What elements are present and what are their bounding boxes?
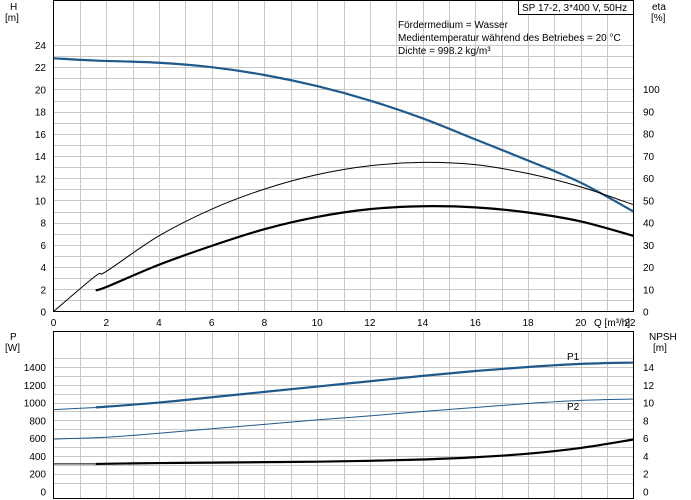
eta-tick-label: 20 [643, 263, 655, 274]
info-line-medium: Fördermedium = Wasser [398, 20, 509, 31]
upper-chart-grid [53, 0, 634, 312]
upper-series-3-line [53, 161, 634, 312]
npsh-tick-label: 14 [643, 363, 655, 374]
upper-series-2-line [95, 205, 634, 292]
lower-series-1-line [53, 406, 96, 411]
p-axis-label: P [10, 332, 17, 343]
p-tick-label: 1200 [24, 381, 47, 392]
eta-tick-label: 10 [643, 285, 655, 296]
p-tick-label: 1000 [24, 399, 47, 410]
eta-tick-label: 30 [643, 241, 655, 252]
h-axis-unit: [m] [5, 13, 19, 24]
eta-tick-label: 90 [643, 107, 655, 118]
eta-tick-label: 70 [643, 152, 655, 163]
x-tick-label: 8 [262, 318, 268, 329]
npsh-tick-label: 6 [643, 434, 649, 445]
h-tick-label: 16 [35, 130, 47, 141]
p-tick-label: 600 [29, 434, 46, 445]
lower-chart-grid [53, 331, 634, 499]
x-tick-label: 4 [156, 318, 162, 329]
h-tick-label: 0 [40, 308, 46, 319]
eta-tick-label: 60 [643, 174, 655, 185]
product-title: SP 17-2, 3*400 V, 50Hz [522, 3, 627, 14]
h-tick-label: 10 [35, 196, 47, 207]
tick-labels: 0 2 4 6 8 10 12 14 16 18 20 22024681012141618202224… [24, 41, 660, 499]
eta-axis-label: eta [652, 2, 666, 13]
npsh-axis-unit: [m] [653, 343, 667, 354]
h-tick-label: 6 [40, 241, 46, 252]
h-tick-label: 12 [35, 174, 47, 185]
eta-axis-unit: [%] [651, 13, 666, 24]
eta-tick-label: 0 [643, 308, 649, 319]
h-tick-label: 8 [40, 219, 46, 230]
h-tick-label: 4 [40, 263, 46, 274]
x-tick-label: 12 [364, 318, 376, 329]
npsh-tick-label: 4 [643, 452, 649, 463]
p-tick-label: 800 [29, 416, 46, 427]
eta-tick-label: 50 [643, 196, 655, 207]
info-line-temperature: Medientemperatur während des Betriebes =… [398, 33, 621, 44]
p-tick-label: 400 [29, 452, 46, 463]
header-box [518, 0, 634, 15]
h-tick-label: 14 [35, 152, 47, 163]
npsh-tick-label: 10 [643, 399, 655, 410]
x-tick-label: 18 [522, 318, 534, 329]
eta-tick-label: 40 [643, 219, 655, 230]
x-tick-label: 6 [209, 318, 215, 329]
lower-series-0-line [95, 361, 634, 409]
upper-series-1-line [53, 57, 96, 62]
h-tick-label: 2 [40, 285, 46, 296]
lower-chart-frame [53, 331, 634, 499]
h-tick-label: 22 [35, 63, 47, 74]
series-label-p2: P2 [567, 402, 580, 413]
info-line-density: Dichte = 998.2 kg/m³ [398, 46, 491, 57]
x-tick-label: 20 [575, 318, 587, 329]
upper-chart-frame [53, 0, 634, 312]
p-tick-label: 1400 [24, 363, 47, 374]
x-tick-label: 14 [417, 318, 429, 329]
x-tick-label: 22 [624, 318, 636, 329]
h-tick-label: 20 [35, 85, 47, 96]
npsh-tick-label: 12 [643, 381, 655, 392]
npsh-tick-label: 0 [643, 488, 649, 499]
npsh-tick-label: 8 [643, 416, 649, 427]
series-label-p1: P1 [567, 352, 580, 363]
eta-tick-label: 80 [643, 130, 655, 141]
npsh-tick-label: 2 [643, 470, 649, 481]
p-axis-unit: [W] [5, 343, 20, 354]
h-tick-label: 18 [35, 108, 47, 119]
eta-tick-label: 100 [643, 85, 660, 96]
curves [53, 57, 635, 466]
h-tick-label: 24 [35, 41, 47, 52]
p-tick-label: 0 [40, 488, 46, 499]
lower-series-2-line [53, 398, 634, 440]
x-tick-label: 10 [312, 318, 324, 329]
p-tick-label: 200 [29, 470, 46, 481]
x-tick-label: 2 [103, 318, 109, 329]
x-tick-label: 16 [470, 318, 482, 329]
h-axis-label: H [10, 2, 17, 13]
x-tick-label: 0 [51, 318, 57, 329]
upper-series-0-line [53, 57, 635, 213]
lower-series-3-line [95, 438, 634, 466]
q-axis-label: Q [m³/h] [594, 318, 630, 329]
npsh-axis-label: NPSH [649, 332, 677, 343]
